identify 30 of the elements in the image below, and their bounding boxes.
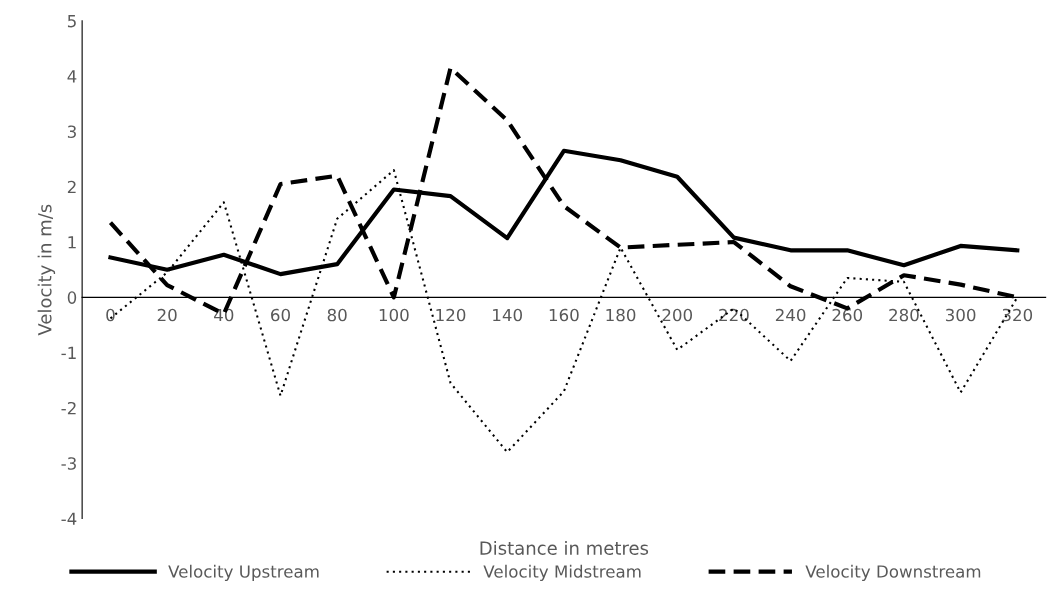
x-tick-label: 60 xyxy=(271,308,290,322)
x-tick-label: 180 xyxy=(606,308,636,322)
x-tick-label: 300 xyxy=(945,308,976,322)
x-tick-label: 100 xyxy=(379,308,409,322)
y-tick-label: -3 xyxy=(61,457,76,470)
y-tick-label: 5 xyxy=(67,15,76,28)
y-tick-label: 3 xyxy=(67,125,76,139)
x-tick-label: 280 xyxy=(889,308,919,322)
y-tick-label: 4 xyxy=(67,70,77,83)
x-tick-label: 260 xyxy=(832,308,863,322)
y-tick-label: 1 xyxy=(68,236,76,249)
x-tick-label: 320 xyxy=(1002,308,1033,322)
x-tick-label: 160 xyxy=(549,308,579,322)
y-tick-label: -4 xyxy=(61,512,77,525)
y-tick-label: -1 xyxy=(61,346,76,359)
x-tick-label: 20 xyxy=(157,308,177,322)
x-tick-label: 240 xyxy=(775,308,806,322)
x-axis-title: Distance in metres xyxy=(480,540,649,555)
legend-label: Velocity Downstream xyxy=(805,564,981,581)
legend-label: Velocity Midstream xyxy=(483,564,641,581)
y-tick-label: -2 xyxy=(61,401,76,415)
y-axis-title: Velocity in m/s xyxy=(37,204,56,336)
legend-label: Velocity Upstream xyxy=(168,564,319,581)
y-tick-label: 2 xyxy=(67,180,76,194)
x-tick-label: 140 xyxy=(493,308,522,322)
y-tick-label: 0 xyxy=(67,291,77,304)
x-tick-label: 200 xyxy=(662,308,693,322)
x-tick-label: 120 xyxy=(436,308,466,322)
x-tick-label: 80 xyxy=(327,308,347,322)
x-tick-label: 0 xyxy=(106,308,115,322)
